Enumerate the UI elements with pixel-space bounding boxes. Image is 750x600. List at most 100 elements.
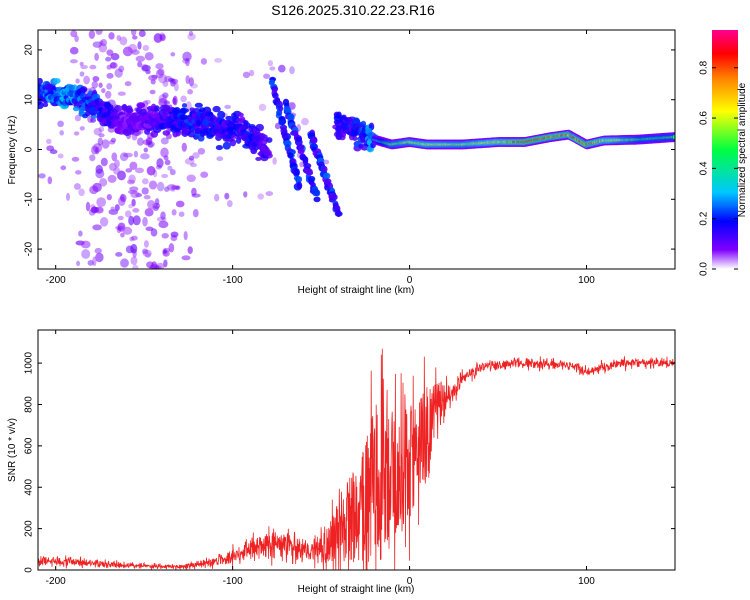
- spectrogram-blob: [162, 130, 171, 136]
- spectrogram-blob: [216, 124, 223, 129]
- spectrogram-blob: [302, 156, 309, 164]
- snr-x-ticks: -200 -100 0 100: [46, 330, 595, 587]
- spectrogram-blob: [169, 169, 176, 176]
- spectrogram-blob: [132, 208, 140, 213]
- spectrogram-blob: [188, 155, 195, 161]
- spectrogram-blob: [332, 194, 338, 201]
- spectrogram-blob: [106, 104, 114, 111]
- spectrogram-blob: [167, 165, 173, 171]
- spectrogram-blob: [160, 211, 166, 220]
- spectrogram-blob: [153, 33, 163, 43]
- spectrogram-blob: [108, 32, 115, 40]
- spectrogram-x-ticks: -200 -100 0 100: [46, 30, 595, 286]
- spectrogram-blob: [173, 82, 179, 92]
- spectrogram-blob: [98, 133, 105, 138]
- spectrogram-blob: [172, 97, 177, 105]
- spectrogram-blob: [148, 180, 158, 190]
- spectrogram-blob: [120, 232, 125, 238]
- spectrogram-blob: [93, 127, 102, 136]
- spectrogram-blob: [120, 258, 129, 268]
- spectrogram-blob: [110, 53, 120, 61]
- spectrogram-blob: [128, 215, 135, 226]
- spectrogram-blob: [237, 112, 244, 118]
- spectrogram-blob: [272, 92, 279, 99]
- spectrogram-blob: [111, 111, 119, 117]
- spectrogram-blob: [88, 209, 96, 216]
- spectrogram-blob: [131, 49, 140, 55]
- spectrogram-blob: [272, 157, 277, 165]
- spectrogram-blob: [135, 55, 146, 62]
- spectrogram-x-tick-label: -100: [223, 275, 243, 286]
- spectrogram-blob: [276, 109, 283, 116]
- colorbar-tick-label: 0.6: [699, 111, 710, 125]
- spectrogram-blob: [277, 64, 286, 73]
- snr-y-label: SNR (10 * v/v): [7, 418, 18, 482]
- spectrogram-blob: [197, 147, 206, 155]
- spectrogram-blob: [301, 117, 309, 126]
- spectrogram-y-label: Frequency (Hz): [7, 116, 18, 185]
- spectrogram-blob: [323, 159, 330, 165]
- spectrogram-blob: [156, 216, 167, 222]
- colorbar-ticks: 0.0 0.2 0.4 0.6 0.8: [699, 60, 738, 276]
- spectrogram-blob: [278, 119, 286, 126]
- spectrogram-blob: [52, 78, 61, 84]
- spectrogram-y-tick-label: 0: [24, 146, 35, 152]
- spectrogram-blob: [149, 89, 156, 95]
- spectrogram-blob: [92, 256, 97, 267]
- spectrogram-blob: [74, 114, 81, 122]
- spectrogram-blob: [143, 147, 149, 153]
- spectrogram-blob: [71, 156, 80, 162]
- spectrogram-blob: [95, 252, 104, 263]
- spectrogram-blob: [145, 252, 151, 258]
- spectrogram-blob: [107, 174, 117, 183]
- spectrogram-blob: [115, 252, 123, 257]
- spectrogram-blob: [123, 152, 133, 158]
- spectrogram-blob: [142, 216, 148, 227]
- spectrogram-blob: [129, 161, 138, 170]
- spectrogram-blob: [306, 168, 313, 175]
- spectrogram-blob: [130, 30, 137, 37]
- spectrogram-blob: [214, 193, 220, 202]
- spectrogram-blob: [181, 255, 191, 261]
- spectrogram-blob: [89, 185, 99, 195]
- spectrogram-blob: [200, 171, 209, 178]
- spectrogram-blob: [303, 162, 312, 169]
- spectrogram-blob: [160, 137, 169, 145]
- spectrogram-blob: [130, 256, 138, 265]
- spectrogram-blob: [132, 264, 139, 269]
- spectrogram-blob: [265, 137, 273, 143]
- spectrogram-blob: [187, 33, 196, 41]
- spectrogram-blob: [142, 44, 150, 52]
- spectrogram-blob: [255, 156, 262, 161]
- spectrogram-blob: [75, 170, 82, 175]
- spectrogram-blob: [190, 162, 197, 168]
- spectrogram-blob: [75, 78, 80, 84]
- spectrogram-blob: [124, 210, 132, 218]
- spectrogram-blob: [322, 172, 331, 180]
- spectrogram-blob: [141, 187, 149, 195]
- spectrogram-blob: [188, 77, 194, 87]
- spectrogram-y-tick-label: 20: [24, 44, 35, 56]
- spectrogram-blob: [130, 243, 138, 254]
- spectrogram-blob: [267, 60, 273, 67]
- spectrogram-blob: [111, 152, 118, 162]
- spectrogram-blob: [79, 61, 84, 66]
- spectrogram-blob: [92, 76, 100, 82]
- spectrogram-blob: [108, 140, 116, 145]
- spectrogram-blob: [162, 249, 167, 254]
- spectrogram-blob: [360, 120, 367, 127]
- snr-x-tick-label: 0: [407, 576, 413, 587]
- spectrogram-blob: [137, 41, 142, 50]
- spectrogram-x-tick-label: 100: [578, 275, 595, 286]
- spectrogram-blob: [122, 226, 133, 235]
- spectrogram-blob: [141, 64, 149, 72]
- spectrogram-blob: [117, 170, 126, 181]
- colorbar: 0.0 0.2 0.4 0.6 0.8 Normalized spectral ampl…: [699, 30, 748, 276]
- snr-frame: [37, 329, 676, 571]
- spectrogram-blob: [114, 204, 120, 212]
- spectrogram-blob: [224, 192, 230, 200]
- spectrogram-blob: [149, 264, 160, 269]
- spectrogram-x-label: Height of straight line (km): [298, 285, 415, 296]
- spectrogram-blob: [335, 133, 343, 141]
- spectrogram-blob: [200, 58, 208, 65]
